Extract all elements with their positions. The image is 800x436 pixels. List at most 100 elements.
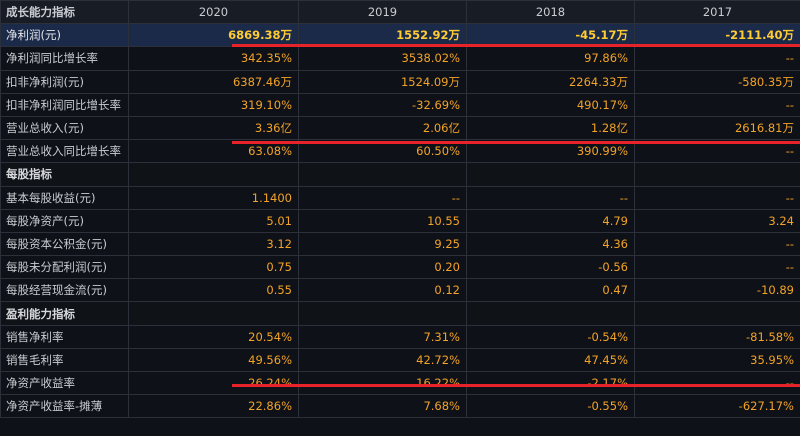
cell-value: -- bbox=[634, 46, 800, 71]
year-header-2019[interactable]: 2019 bbox=[298, 0, 467, 25]
row-label: 净资产收益率-摊薄 bbox=[0, 394, 129, 419]
table-row[interactable]: 净资产收益率 26.24% 16.22% -2.17% -- bbox=[0, 370, 800, 396]
row-label: 营业总收入同比增长率 bbox=[0, 139, 129, 164]
row-label: 每股净资产(元) bbox=[0, 208, 129, 233]
row-label: 基本每股收益(元) bbox=[0, 185, 129, 210]
row-label: 营业总收入(元) bbox=[0, 115, 129, 141]
cell-value: -- bbox=[634, 231, 800, 257]
cell-value: 0.12 bbox=[298, 278, 467, 303]
cell-value: 2264.33万 bbox=[466, 69, 635, 94]
cell-value bbox=[634, 301, 800, 326]
cell-value: 1524.09万 bbox=[298, 69, 467, 94]
annotation-underline-gross-margin bbox=[232, 384, 800, 387]
cell-value: 1.1400 bbox=[128, 185, 299, 210]
cell-value bbox=[466, 162, 635, 187]
cell-value: -- bbox=[298, 185, 467, 210]
cell-value: -580.35万 bbox=[634, 69, 800, 94]
cell-value: -627.17% bbox=[634, 394, 800, 419]
cell-value: -32.69% bbox=[298, 92, 467, 117]
table-row[interactable]: 扣非净利润(元) 6387.46万 1524.09万 2264.33万 -580… bbox=[0, 69, 800, 94]
cell-value: 7.68% bbox=[298, 394, 467, 419]
cell-value: -2111.40万 bbox=[634, 23, 800, 48]
cell-value: -45.17万 bbox=[466, 23, 635, 48]
cell-value bbox=[128, 301, 299, 326]
cell-value: -- bbox=[634, 255, 800, 280]
cell-value bbox=[634, 162, 800, 187]
cell-value: 4.36 bbox=[466, 231, 635, 257]
cell-value: -0.55% bbox=[466, 394, 635, 419]
row-label: 净资产收益率 bbox=[0, 370, 129, 396]
cell-value: 20.54% bbox=[128, 324, 299, 349]
table-row[interactable]: 销售净利率 20.54% 7.31% -0.54% -81.58% bbox=[0, 324, 800, 349]
section-header-per-share: 每股指标 bbox=[0, 162, 800, 187]
cell-value: -0.56 bbox=[466, 255, 635, 280]
row-label: 销售毛利率 bbox=[0, 347, 129, 373]
cell-value: 3.12 bbox=[128, 231, 299, 257]
year-header-2017[interactable]: 2017 bbox=[634, 0, 800, 25]
table-row[interactable]: 净资产收益率-摊薄 22.86% 7.68% -0.55% -627.17% bbox=[0, 394, 800, 419]
cell-value: -0.54% bbox=[466, 324, 635, 349]
table-row[interactable]: 每股经营现金流(元) 0.55 0.12 0.47 -10.89 bbox=[0, 278, 800, 303]
year-header-2018[interactable]: 2018 bbox=[466, 0, 635, 25]
row-label: 每股资本公积金(元) bbox=[0, 231, 129, 257]
cell-value: 16.22% bbox=[298, 370, 467, 396]
row-label: 净利润同比增长率 bbox=[0, 46, 129, 71]
row-label: 销售净利率 bbox=[0, 324, 129, 349]
table-row[interactable]: 每股净资产(元) 5.01 10.55 4.79 3.24 bbox=[0, 208, 800, 233]
cell-value: -- bbox=[466, 185, 635, 210]
cell-value: 0.47 bbox=[466, 278, 635, 303]
row-label: 净利润(元) bbox=[0, 23, 129, 48]
cell-value: 49.56% bbox=[128, 347, 299, 373]
cell-value: 319.10% bbox=[128, 92, 299, 117]
row-label: 每股经营现金流(元) bbox=[0, 278, 129, 303]
cell-value: 3538.02% bbox=[298, 46, 467, 71]
cell-value: 1.28亿 bbox=[466, 115, 635, 141]
table-row[interactable]: 营业总收入(元) 3.36亿 2.06亿 1.28亿 2616.81万 bbox=[0, 115, 800, 141]
cell-value: 7.31% bbox=[298, 324, 467, 349]
header-row: 成长能力指标 2020 2019 2018 2017 bbox=[0, 0, 800, 25]
cell-value: 5.01 bbox=[128, 208, 299, 233]
cell-value: 42.72% bbox=[298, 347, 467, 373]
cell-value: 2.06亿 bbox=[298, 115, 467, 141]
cell-value: 3.36亿 bbox=[128, 115, 299, 141]
financial-indicators-table: 成长能力指标 2020 2019 2018 2017 净利润(元) 6869.3… bbox=[0, 0, 800, 419]
row-label: 扣非净利润(元) bbox=[0, 69, 129, 94]
section-header-profitability: 盈利能力指标 bbox=[0, 301, 800, 326]
cell-value: 342.35% bbox=[128, 46, 299, 71]
annotation-underline-net-profit bbox=[232, 44, 800, 47]
table-row[interactable]: 扣非净利润同比增长率 319.10% -32.69% 490.17% -- bbox=[0, 92, 800, 117]
cell-value: -81.58% bbox=[634, 324, 800, 349]
cell-value: 0.55 bbox=[128, 278, 299, 303]
cell-value: 10.55 bbox=[298, 208, 467, 233]
cell-value bbox=[298, 162, 467, 187]
cell-value: 22.86% bbox=[128, 394, 299, 419]
cell-value: 0.20 bbox=[298, 255, 467, 280]
cell-value: -10.89 bbox=[634, 278, 800, 303]
cell-value: -- bbox=[634, 185, 800, 210]
annotation-underline-revenue bbox=[232, 141, 800, 144]
table-title: 成长能力指标 bbox=[0, 0, 129, 25]
cell-value: 0.75 bbox=[128, 255, 299, 280]
cell-value bbox=[466, 301, 635, 326]
cell-value bbox=[298, 301, 467, 326]
section-title: 每股指标 bbox=[0, 162, 129, 187]
table-row[interactable]: 销售毛利率 49.56% 42.72% 47.45% 35.95% bbox=[0, 347, 800, 373]
cell-value: 4.79 bbox=[466, 208, 635, 233]
table-row[interactable]: 每股资本公积金(元) 3.12 9.25 4.36 -- bbox=[0, 231, 800, 257]
table-row[interactable]: 基本每股收益(元) 1.1400 -- -- -- bbox=[0, 185, 800, 210]
cell-value: 2616.81万 bbox=[634, 115, 800, 141]
table-row[interactable]: 净利润同比增长率 342.35% 3538.02% 97.86% -- bbox=[0, 46, 800, 71]
year-header-2020[interactable]: 2020 bbox=[128, 0, 299, 25]
cell-value: 97.86% bbox=[466, 46, 635, 71]
cell-value: 47.45% bbox=[466, 347, 635, 373]
cell-value: 490.17% bbox=[466, 92, 635, 117]
cell-value: 3.24 bbox=[634, 208, 800, 233]
cell-value: 9.25 bbox=[298, 231, 467, 257]
table-row[interactable]: 每股未分配利润(元) 0.75 0.20 -0.56 -- bbox=[0, 255, 800, 280]
table-row-net-profit[interactable]: 净利润(元) 6869.38万 1552.92万 -45.17万 -2111.4… bbox=[0, 23, 800, 48]
cell-value: 1552.92万 bbox=[298, 23, 467, 48]
row-label: 扣非净利润同比增长率 bbox=[0, 92, 129, 117]
row-label: 每股未分配利润(元) bbox=[0, 255, 129, 280]
cell-value: 6387.46万 bbox=[128, 69, 299, 94]
cell-value: -- bbox=[634, 92, 800, 117]
